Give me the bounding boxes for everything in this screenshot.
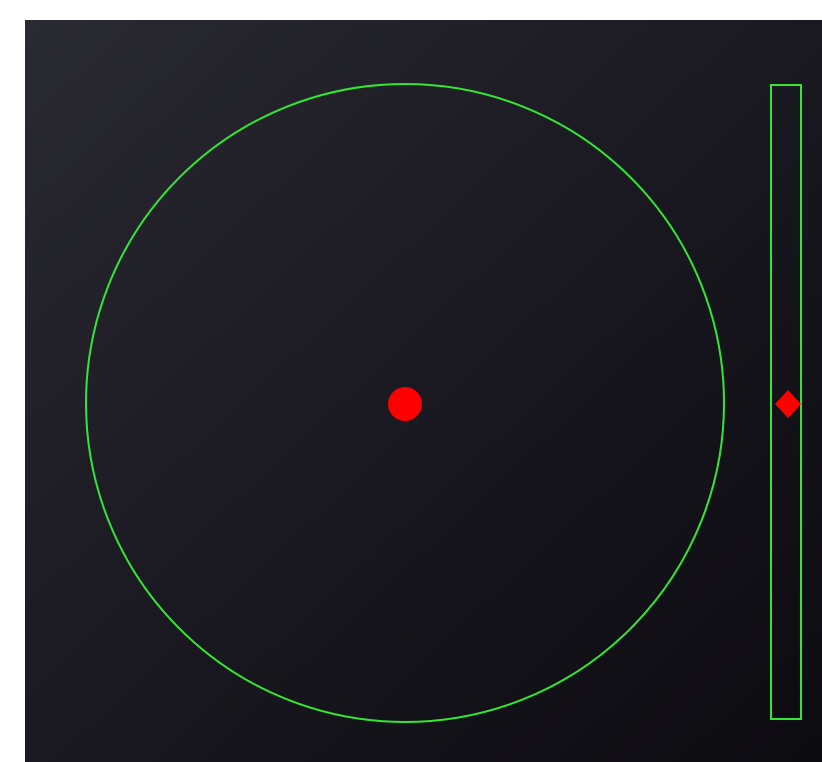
joystick-knob[interactable] [388, 387, 422, 421]
page [0, 0, 822, 762]
screen [0, 0, 822, 762]
panel-background [25, 20, 822, 762]
